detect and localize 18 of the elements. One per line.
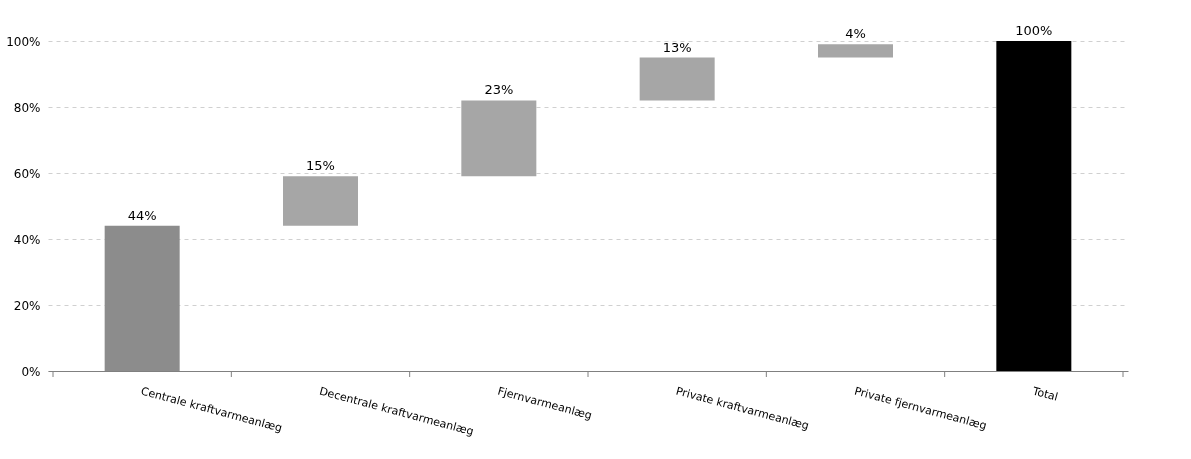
data-label: 4% bbox=[845, 26, 866, 42]
y-tick-label: 20% bbox=[13, 298, 41, 313]
data-label: 23% bbox=[484, 82, 514, 98]
y-tick-label: 40% bbox=[13, 232, 41, 247]
x-tick-label: Total bbox=[1030, 384, 1060, 404]
bar bbox=[818, 44, 893, 58]
data-label: 100% bbox=[1015, 23, 1053, 38]
data-label: 13% bbox=[662, 39, 692, 55]
y-tick-label: 100% bbox=[6, 34, 41, 49]
data-label: 15% bbox=[306, 158, 335, 174]
y-tick-label: 60% bbox=[13, 166, 41, 181]
bar bbox=[996, 41, 1072, 371]
bar bbox=[283, 176, 358, 226]
y-tick-label: 0% bbox=[21, 364, 41, 379]
y-tick-label: 80% bbox=[13, 100, 41, 115]
bar bbox=[461, 100, 537, 177]
data-label: 44% bbox=[127, 207, 157, 223]
bar bbox=[639, 57, 715, 101]
